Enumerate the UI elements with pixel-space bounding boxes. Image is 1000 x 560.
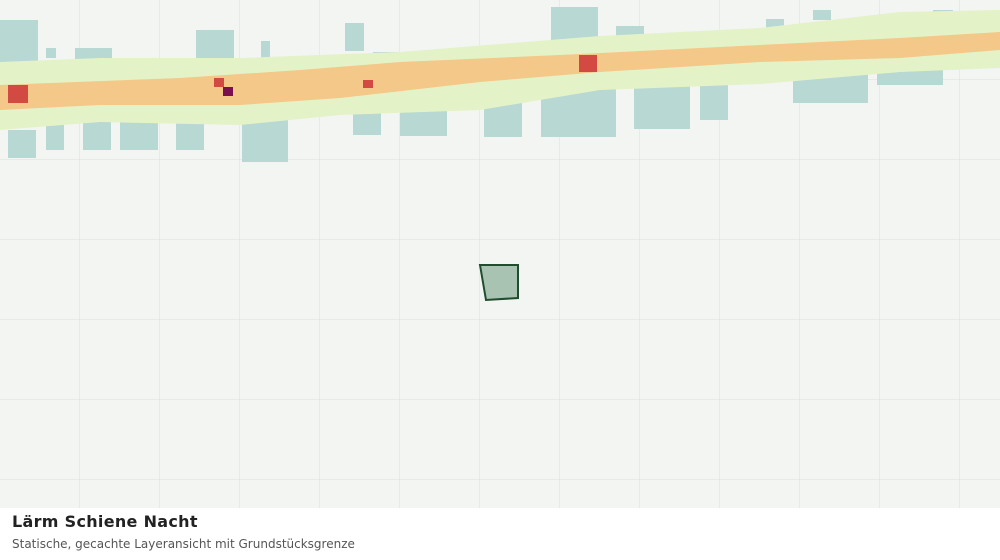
noise-extreme-area xyxy=(223,87,233,96)
caption: Lärm Schiene Nacht Statische, gecachte L… xyxy=(12,512,988,551)
noise-area xyxy=(363,80,373,88)
noise-area xyxy=(120,122,158,150)
noise-area xyxy=(261,41,270,59)
parcel-boundary xyxy=(478,264,519,302)
noise-area xyxy=(214,78,224,87)
noise-very-high-areas xyxy=(8,55,597,103)
noise-area xyxy=(46,122,64,150)
noise-area xyxy=(46,48,56,58)
noise-area xyxy=(345,23,364,51)
noise-area xyxy=(8,85,28,103)
noise-area xyxy=(813,10,831,20)
noise-high-band xyxy=(0,32,1000,110)
noise-area xyxy=(634,82,690,129)
map-subtitle: Statische, gecachte Layeransicht mit Gru… xyxy=(12,537,355,551)
map-title: Lärm Schiene Nacht xyxy=(12,512,198,531)
noise-area xyxy=(176,122,204,150)
noise-area xyxy=(8,130,36,158)
noise-area xyxy=(0,20,38,65)
noise-area xyxy=(579,55,597,72)
noise-area xyxy=(83,122,111,150)
noise-area xyxy=(700,82,728,120)
map xyxy=(0,0,1000,508)
